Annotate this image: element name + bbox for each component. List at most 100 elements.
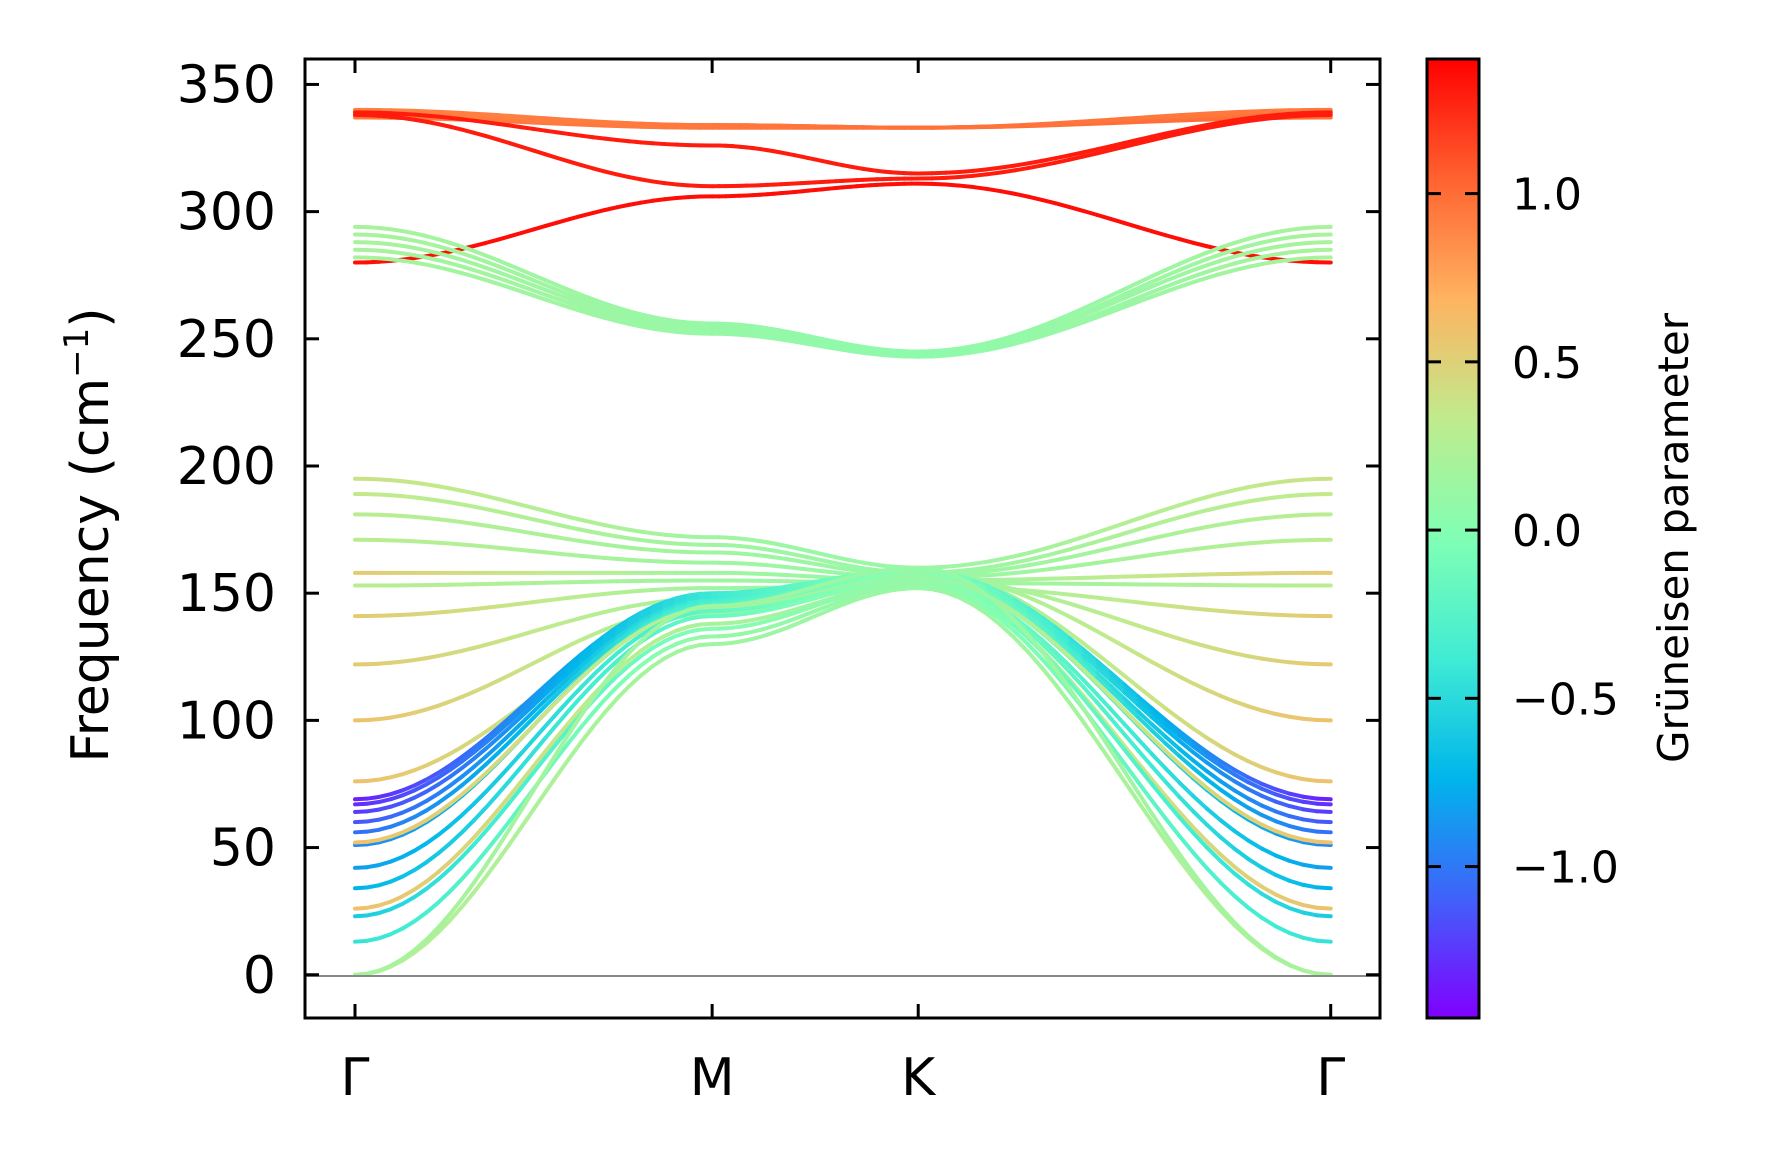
band-8-segment [1259, 252, 1278, 259]
band-21-segment [1232, 752, 1251, 764]
band-28-segment [1232, 806, 1251, 820]
band-28-segment [1136, 722, 1154, 740]
band-7-segment [436, 265, 453, 273]
band-15-segment [1108, 556, 1127, 563]
band-29-segment [388, 854, 405, 864]
band-35-segment [674, 607, 691, 617]
band-33-segment [1273, 924, 1292, 935]
band-11-segment [472, 249, 488, 258]
band-5-segment [638, 177, 655, 184]
band-22-segment [1053, 625, 1072, 641]
band-20-segment [1081, 621, 1099, 634]
band-21-segment [460, 737, 477, 749]
band-21-segment [1191, 726, 1209, 740]
band-12-segment [1149, 507, 1168, 516]
band-33-segment [1301, 935, 1319, 943]
band-9-segment [555, 292, 572, 301]
band-15-segment [1067, 562, 1086, 569]
band-9-segment [1081, 307, 1099, 318]
band-29-segment [1067, 663, 1086, 682]
colorbar-tick-label: 0.5 [1512, 338, 1582, 389]
band-28-segment [591, 654, 607, 669]
band-35-segment [483, 845, 500, 868]
band-31-segment [686, 622, 703, 629]
band-22-segment [686, 591, 703, 598]
band-34-segment [650, 656, 667, 669]
band-32-segment [1204, 845, 1223, 864]
band-10-segment [1081, 304, 1099, 315]
band-15-segment [1259, 539, 1278, 545]
band-9-segment [495, 270, 512, 279]
band-34-segment [998, 623, 1017, 640]
band-33-segment [998, 617, 1017, 634]
band-15-segment [1094, 558, 1113, 565]
band-3-segment [1122, 115, 1141, 121]
band-25-segment [1122, 696, 1141, 714]
band-30-segment [483, 792, 500, 810]
band-8-segment [436, 258, 453, 266]
band-12-segment [1218, 488, 1237, 496]
band-35-segment [412, 937, 429, 953]
band-22-segment [1081, 647, 1099, 663]
band-8-segment [1273, 250, 1292, 257]
band-30-segment [579, 682, 596, 699]
band-18-segment [1067, 592, 1086, 599]
band-28-segment [1108, 694, 1127, 713]
band-13-segment [1094, 535, 1113, 544]
band-13-segment [1177, 511, 1196, 520]
band-35-segment [1177, 852, 1196, 876]
band-30-segment [1191, 809, 1209, 827]
band-29-segment [1012, 615, 1031, 631]
band-24-segment [579, 649, 596, 664]
band-26-segment [1012, 606, 1031, 620]
band-5-segment [1067, 154, 1086, 162]
band-33-segment [686, 635, 703, 642]
band-33-segment [957, 592, 976, 603]
band-32-segment [483, 814, 500, 833]
band-10-segment [1273, 235, 1292, 242]
band-32-segment [388, 901, 405, 912]
band-15-segment [1204, 544, 1223, 550]
band-29-segment [638, 626, 655, 638]
band-22-segment [614, 617, 631, 630]
band-30-segment [376, 879, 393, 888]
band-5-segment [591, 166, 607, 174]
band-28-segment [436, 801, 453, 815]
band-29-segment [614, 641, 631, 656]
band-31-segment [495, 793, 512, 813]
band-8-segment [998, 340, 1017, 349]
band-8-segment [591, 308, 607, 317]
band-11-segment [984, 337, 1003, 346]
band-7-segment [603, 316, 619, 324]
band-35-segment [1136, 790, 1154, 816]
band-25-segment [1067, 646, 1086, 663]
band-14-segment [1246, 516, 1264, 523]
band-13-segment [591, 530, 607, 537]
band-5-segment [424, 119, 441, 127]
band-10-segment [579, 296, 596, 306]
band-33-segment [662, 641, 679, 652]
band-32-segment [495, 800, 512, 819]
band-26-segment [1204, 777, 1223, 792]
band-18-segment [1232, 610, 1251, 616]
band-33-segment [1108, 743, 1127, 766]
band-22-segment [495, 715, 512, 731]
band-29-segment [1177, 780, 1196, 799]
colorbar-tick-label: 0.0 [1512, 506, 1582, 557]
band-20-segment [1026, 595, 1044, 606]
band-33-segment [650, 647, 667, 659]
band-26-segment [1191, 766, 1209, 782]
band-14-segment [1026, 560, 1044, 568]
band-22-segment [1177, 729, 1196, 744]
band-12-segment [436, 484, 453, 491]
band-19-segment [1108, 614, 1127, 624]
band-35-segment [957, 575, 976, 588]
band-23-segment [507, 708, 524, 724]
band-9-segment [460, 257, 477, 266]
band-24-segment [364, 807, 381, 814]
band-4-segment [984, 165, 1003, 172]
band-29-segment [567, 685, 584, 702]
band-24-segment [1232, 779, 1251, 792]
band-12-segment [1122, 516, 1141, 526]
band-24-segment [1026, 610, 1044, 625]
